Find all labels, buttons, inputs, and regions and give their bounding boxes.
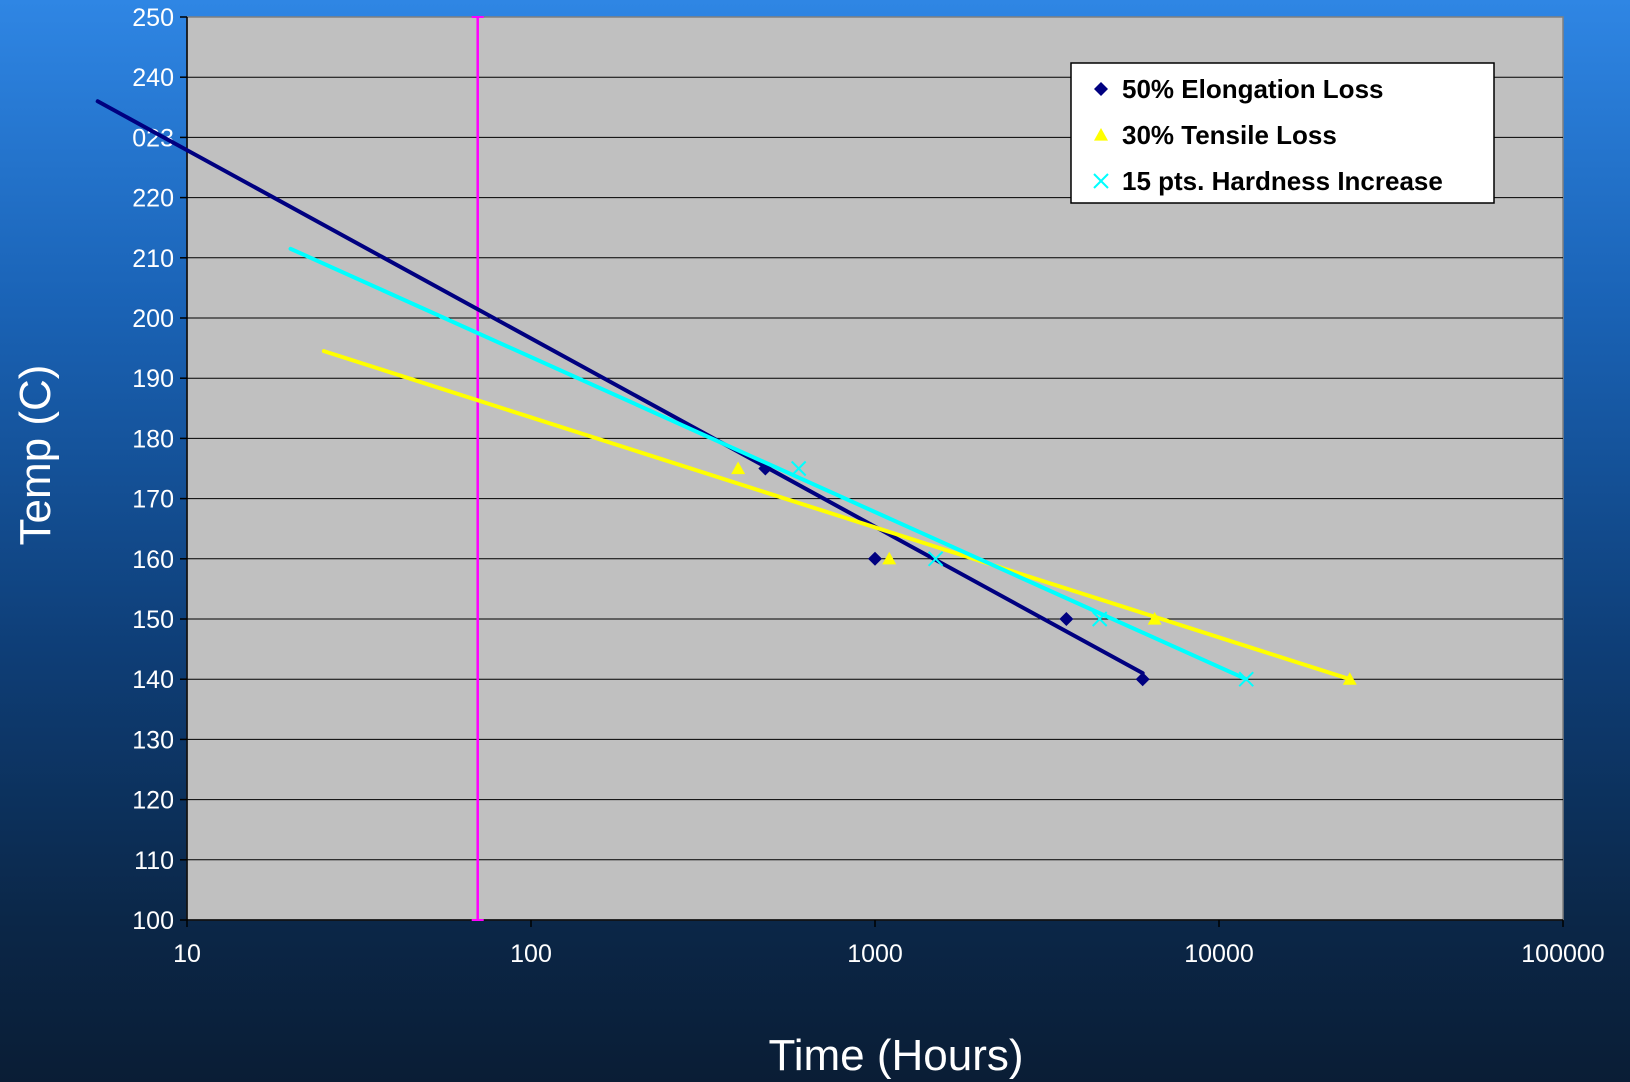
series-hardness	[288, 246, 1254, 687]
legend-label-tensile: 30% Tensile Loss	[1122, 120, 1337, 150]
data-point-elongation	[1135, 672, 1150, 687]
data-point-tensile	[1342, 672, 1357, 685]
x-axis-title: Time (Hours)	[768, 1031, 1023, 1080]
data-point-hardness-stroke	[927, 551, 944, 567]
legend: 50% Elongation Loss 30% Tensile Loss 15 …	[1070, 62, 1495, 204]
y-tick-label: 160	[132, 546, 174, 574]
legend-entry-tensile: 30% Tensile Loss	[1094, 120, 1337, 150]
x-tick-label: 1000	[847, 940, 903, 968]
y-tick-label: 180	[132, 425, 174, 453]
data-point-elongation	[868, 551, 882, 566]
data-point-hardness-stroke	[1091, 611, 1108, 627]
data-point-tensile	[1147, 612, 1162, 625]
trendline-tensile	[321, 349, 1352, 682]
x-tick-label: 100000	[1521, 940, 1604, 968]
y-tick-label: 100	[132, 907, 174, 935]
data-point-tensile	[731, 461, 746, 475]
legend-entry-elongation: 50% Elongation Loss	[1094, 74, 1384, 104]
x-axis: 10 100 1000 10000 100000	[173, 919, 1605, 968]
grid-lines	[187, 76, 1563, 861]
y-tick-label: 190	[132, 365, 174, 393]
y-axis-title: Temp (C)	[11, 365, 60, 546]
data-point-tensile	[882, 551, 897, 565]
legend-marker-hardness	[1093, 173, 1109, 189]
legend-marker-elongation	[1094, 82, 1108, 96]
data-point-hardness	[790, 460, 807, 477]
y-tick-label: 130	[132, 726, 174, 754]
data-point-hardness-stroke	[790, 460, 807, 477]
legend-marker-hardness-stroke	[1093, 173, 1109, 189]
series-layer	[95, 16, 1357, 921]
y-tick-label: 140	[132, 666, 174, 694]
data-point-hardness	[927, 551, 944, 567]
y-tick-label: 240	[132, 64, 174, 92]
series-elongation	[95, 99, 1150, 687]
y-tick-label: 110	[134, 847, 174, 875]
x-tick-label: 10	[173, 940, 201, 968]
y-tick-label: 250	[132, 4, 174, 32]
series-tensile	[321, 349, 1357, 685]
y-tick-label: 220	[132, 185, 174, 213]
legend-box	[1070, 62, 1495, 204]
trendline-elongation	[95, 99, 1145, 676]
y-tick-label: 170	[132, 486, 174, 514]
legend-label-elongation: 50% Elongation Loss	[1122, 74, 1384, 104]
y-tick-label: 120	[132, 787, 174, 815]
data-point-elongation	[1059, 612, 1074, 626]
data-point-hardness	[1238, 671, 1254, 687]
y-tick-label: 150	[132, 606, 174, 634]
y-tick-label: 200	[132, 305, 174, 333]
y-tick-label: 210	[132, 245, 174, 273]
x-tick-label: 100	[510, 940, 552, 968]
legend-entry-hardness: 15 pts. Hardness Increase	[1093, 166, 1443, 196]
data-point-hardness-stroke	[1238, 671, 1254, 687]
legend-label-hardness: 15 pts. Hardness Increase	[1122, 166, 1443, 196]
legend-marker-tensile	[1094, 128, 1108, 141]
x-tick-label: 10000	[1184, 940, 1254, 968]
trendline-hardness	[288, 246, 1249, 682]
data-point-hardness	[1091, 611, 1108, 627]
y-axis: 1001101201301401501601701801902002102200…	[132, 4, 188, 935]
